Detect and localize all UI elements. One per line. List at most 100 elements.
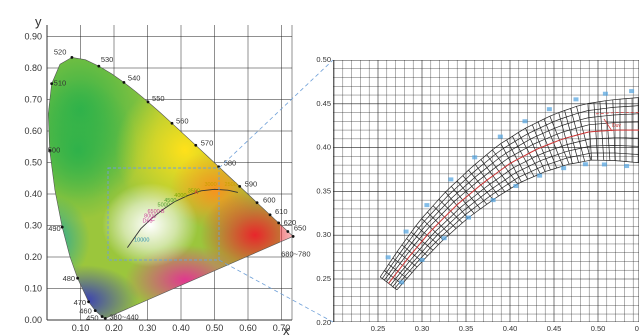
bin-label-mark [582,162,588,167]
x-tick-label: 0.70 [273,323,291,333]
wavelength-label: 460 [79,307,92,316]
y-tick-label: 0.10 [24,284,42,294]
wavelength-dot [70,55,74,59]
wavelength-dot [146,100,150,104]
x-tick-label: 0.30 [139,323,157,333]
right-y-tick-label: 0.20 [316,318,331,327]
planckian-locus-zoomed [388,129,639,284]
bin-line [396,159,639,291]
y-tick-label: 0.40 [24,189,42,199]
wavelength-label: 610 [275,207,288,216]
wavelength-label: 620 [284,218,297,227]
y-tick-label: 0.20 [24,252,42,262]
wavelength-label: 470 [74,298,87,307]
bin-label-mark [546,107,552,112]
wavelength-label: 540 [128,73,141,82]
wavelength-label: 480 [63,274,76,283]
cct-label: 5000 [158,203,170,209]
wavelength-dot [170,121,174,125]
right-x-tick-label: 0.50 [591,324,606,333]
bin-label-mark [602,91,608,96]
right-x-tick-label: 0.55 [635,324,639,333]
wavelength-label: 570 [201,138,214,147]
cct-label: 3500 [188,188,200,194]
wavelength-dot [76,276,79,280]
right-y-tick-label: 0.35 [316,186,331,195]
wavelength-dot [286,230,290,233]
bin-label-mark [561,166,567,171]
right-x-tick-label: 0.40 [503,324,518,333]
cct-label: 10000 [134,237,149,243]
x-tick-label: 0.60 [239,323,257,333]
y-tick-label: 0.30 [24,221,42,231]
y-axis-label: y [35,14,42,29]
right-x-tick-label: 0.25 [371,324,386,333]
zoom-connector-bottom [218,259,334,323]
bin-label-mark [424,203,430,208]
duv-marker: Duv [603,118,621,132]
cct-label: 4000 [174,193,186,199]
right-x-tick-label: 0.45 [547,324,562,333]
cie-chromaticity-chart: y x 0.90 0.80 0.70 0.60 0.50 0.40 0.30 0.20 0.10… [24,14,311,336]
cct-label: A [194,190,198,196]
zoom-connector-top [218,59,334,169]
bin-label-mark [403,229,409,234]
wavelength-dot [291,235,295,238]
y-tick-label: 0.80 [24,63,42,73]
right-x-tick-label: 0.30 [415,324,430,333]
cct-label: 3000 [204,182,216,188]
bin-label-mark [448,177,454,182]
cct-label: 4500 [164,198,176,204]
duv-label: Duv [612,123,621,129]
bin-label-mark [399,280,405,285]
wavelength-label: 380~440 [109,312,138,321]
x-tick-label: 0.10 [72,323,90,333]
bin-label-mark [466,215,472,220]
bin-label-mark [629,89,635,94]
y-tick-label: 0.90 [24,32,42,42]
bin-label-mark [573,97,579,102]
cct-label: 2500 [225,182,237,188]
wavelength-dot [103,317,107,320]
wavelength-label: 520 [54,47,67,56]
wavelength-dot [60,225,64,229]
bin-label-mark [490,198,496,203]
wavelength-label: 650 [294,224,307,233]
wavelength-dot [194,143,198,147]
wavelength-label: 510 [54,79,67,88]
wavelength-label: 680~780 [281,249,310,258]
right-y-tick-label: 0.30 [316,230,331,239]
cct-label: B [161,209,165,215]
bin-label-mark [441,236,447,241]
bin-label-mark [419,257,425,262]
bin-label-mark [497,134,503,139]
wavelength-dot [277,221,281,225]
wavelength-label: 490 [48,224,61,233]
planckian-locus-zoomed-dashed [595,112,639,115]
spectral-locus-curve [47,57,294,319]
bin-label-mark [537,173,543,178]
ansi-bin-quadrangles [379,97,639,291]
wavelength-label: 450 [86,314,99,323]
bin-label-mark [624,164,630,169]
zoomed-chromaticity-chart: Duv 0.50 0.45 0.40 0.35 0.30 0.25 0.20 0.25 0.30… [316,55,639,333]
cct-label: 8000 [144,214,156,220]
wavelength-dot [122,80,126,84]
wavelength-label: 550 [152,94,165,103]
bin-line [394,152,639,289]
wavelength-dot [238,184,242,188]
right-y-tick-label: 0.50 [316,55,331,64]
wavelength-label: 530 [101,55,114,64]
wavelength-dot [97,64,101,68]
wavelength-dot [100,315,104,318]
bin-label-mark [385,255,391,260]
y-tick-label: 0.60 [24,126,42,136]
cct-label: D65 [142,218,152,224]
left-tick-labels: 0.90 0.80 0.70 0.60 0.50 0.40 0.30 0.20 0.10 0.00… [24,32,290,334]
x-tick-label: 0.40 [172,323,190,333]
cct-label: 6500 [148,209,160,215]
wavelength-label: 500 [48,145,61,154]
bin-label-mark [513,183,519,188]
